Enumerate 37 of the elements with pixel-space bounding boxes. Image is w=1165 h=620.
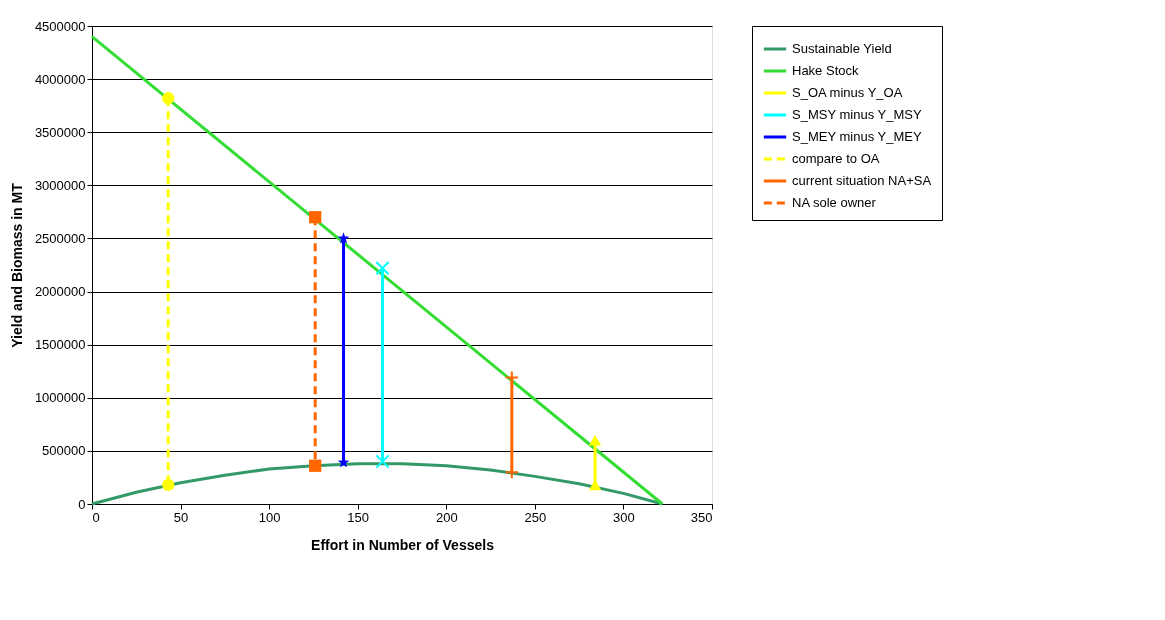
point (309, 211, 322, 224)
point (162, 92, 175, 105)
legend-label: S_OA minus Y_OA (792, 85, 903, 100)
x-tick-label: 100 (258, 509, 281, 525)
y-tick-label: 3000000 (34, 177, 86, 193)
x-tick-label: 350 (690, 509, 713, 525)
x-axis-title: Effort in Number of Vessels (311, 536, 495, 553)
y-tick-label: 3500000 (34, 124, 86, 140)
y-tick-label: 2000000 (34, 284, 86, 300)
point (504, 370, 519, 385)
y-tick-label: 1500000 (34, 337, 86, 353)
point (162, 478, 175, 491)
x-tick-label: 250 (524, 509, 547, 525)
x-tick-label: 50 (173, 509, 189, 525)
point (504, 465, 519, 480)
point (309, 459, 322, 472)
legend-label: compare to OA (792, 151, 880, 166)
x-tick-label: 300 (613, 509, 635, 525)
y-tick-label: 4500000 (34, 18, 86, 34)
y-tick-label: 0 (78, 496, 86, 512)
point (337, 232, 350, 244)
legend-label: S_MEY minus Y_MEY (792, 129, 922, 144)
legend-label: current situation NA+SA (792, 173, 932, 188)
y-axis-title: Yield and Biomass in MT (8, 182, 25, 348)
y-tick-label: 4000000 (34, 71, 86, 87)
y-tick-label: 2500000 (34, 230, 86, 246)
point (375, 261, 390, 276)
legend-label: Hake Stock (792, 63, 859, 78)
legend-label: S_MSY minus Y_MSY (792, 107, 922, 122)
x-tick-label: 150 (347, 509, 370, 525)
x-tick-label: 200 (435, 509, 458, 525)
legend-label: Sustainable Yield (792, 41, 892, 56)
legend-label: NA sole owner (792, 195, 877, 210)
y-tick-label: 500000 (42, 443, 86, 459)
y-tick-label: 1000000 (34, 390, 86, 406)
x-tick-label: 0 (92, 509, 100, 525)
point (375, 454, 390, 469)
